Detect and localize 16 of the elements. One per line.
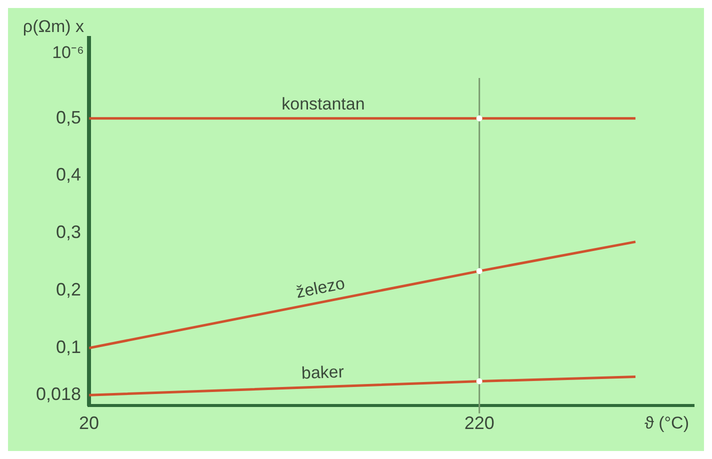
point [476,115,482,122]
point [476,378,482,384]
y-tick-label: 0,3 [56,222,82,242]
y-tick-label: 0,1 [56,336,82,357]
x-tick-label: 20 [79,413,100,434]
x-tick-label: 220 [464,413,494,434]
y-tick-label: 0,018 [36,384,82,404]
y-tick-label: 0,4 [56,164,82,185]
point [476,268,482,274]
y-axis-title: ρ(Ωm) x 10⁻⁶ [22,16,84,64]
series-label: konstantan [282,94,365,114]
series-label: baker [301,362,345,383]
y-tick-label: 0,5 [56,107,82,128]
y-tick-label: 0,2 [56,280,82,300]
text: železo [294,274,346,302]
x-axis-title: ϑ (°C) [644,414,689,433]
